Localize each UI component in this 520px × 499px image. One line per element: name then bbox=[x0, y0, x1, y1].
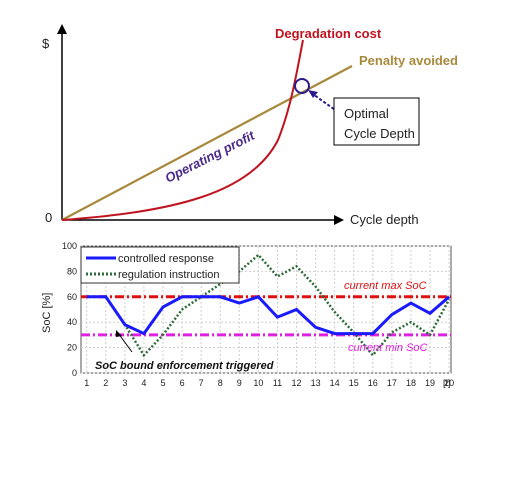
legend-box bbox=[80, 246, 240, 284]
regulation-instruction-line bbox=[86, 253, 451, 358]
optimal-point-arrowhead bbox=[308, 90, 318, 98]
x-tick-label: 14 bbox=[330, 378, 340, 388]
x-tick-label: 3 bbox=[122, 378, 127, 388]
x-tick-label: 6 bbox=[180, 378, 185, 388]
x-tick-label: 15 bbox=[349, 378, 359, 388]
x-axis-unit: [t] bbox=[443, 378, 451, 388]
y-tick-label: 80 bbox=[67, 266, 77, 276]
x-ticks: 1 2 3 4 5 6 7 8 9 10 11 12 13 14 15 16 17 18 19 20 bbox=[84, 378, 454, 388]
x-tick-label: 13 bbox=[311, 378, 321, 388]
y-tick-label: 20 bbox=[67, 343, 77, 353]
controlled-response-line bbox=[86, 295, 451, 336]
enforcement-label: SoC bound enforcement triggered bbox=[95, 360, 274, 372]
degradation-cost-label: Degradation cost bbox=[275, 26, 382, 41]
x-tick-label: 4 bbox=[141, 378, 146, 388]
x-tick-label: 5 bbox=[161, 378, 166, 388]
x-tick-label: 12 bbox=[292, 378, 302, 388]
x-tick-label: 1 bbox=[84, 378, 89, 388]
x-tick-label: 20 bbox=[444, 378, 454, 388]
x-tick-label: 7 bbox=[199, 378, 204, 388]
legend-label-regulation: regulation instruction bbox=[118, 269, 220, 281]
origin-label: 0 bbox=[45, 210, 52, 225]
x-tick-label: 2 bbox=[103, 378, 108, 388]
degradation-tradeoff-chart: $ 0 Cycle depth Degradation cost Penalty… bbox=[42, 24, 458, 227]
y-axis-symbol: $ bbox=[42, 36, 50, 51]
penalty-avoided-line bbox=[61, 65, 353, 221]
optimal-cycle-depth-box bbox=[333, 97, 420, 146]
optimal-point-marker bbox=[294, 78, 310, 94]
optimal-label-line2: Cycle Depth bbox=[344, 126, 415, 141]
optimal-point-arrow bbox=[309, 91, 339, 113]
y-axis-arrow bbox=[57, 24, 67, 34]
y-tick-label: 100 bbox=[62, 241, 77, 251]
penalty-avoided-label: Penalty avoided bbox=[359, 53, 458, 68]
x-tick-label: 9 bbox=[237, 378, 242, 388]
max-soc-label: current max SoC bbox=[344, 280, 427, 292]
min-soc-label: current min SoC bbox=[348, 342, 428, 354]
y-tick-label: 60 bbox=[67, 292, 77, 302]
x-tick-label: 18 bbox=[406, 378, 416, 388]
x-axis-label: Cycle depth bbox=[350, 212, 419, 227]
legend-label-controlled: controlled response bbox=[118, 253, 214, 265]
x-tick-label: 10 bbox=[253, 378, 263, 388]
x-tick-label: 17 bbox=[387, 378, 397, 388]
x-tick-label: 11 bbox=[273, 378, 282, 388]
x-tick-label: 19 bbox=[425, 378, 435, 388]
y-axis-label: SoC [%] bbox=[41, 293, 53, 333]
series-group bbox=[86, 253, 451, 358]
x-tick-label: 16 bbox=[368, 378, 378, 388]
y-tick-label: 0 bbox=[72, 368, 77, 378]
x-axis-arrow bbox=[334, 215, 344, 225]
optimal-label-line1: Optimal bbox=[344, 106, 389, 121]
y-ticks: 0 20 40 60 80 100 bbox=[62, 241, 77, 378]
enforcement-arrowhead bbox=[116, 330, 122, 337]
degradation-cost-curve bbox=[61, 39, 304, 221]
x-tick-label: 8 bbox=[218, 378, 223, 388]
y-tick-label: 40 bbox=[67, 317, 77, 327]
